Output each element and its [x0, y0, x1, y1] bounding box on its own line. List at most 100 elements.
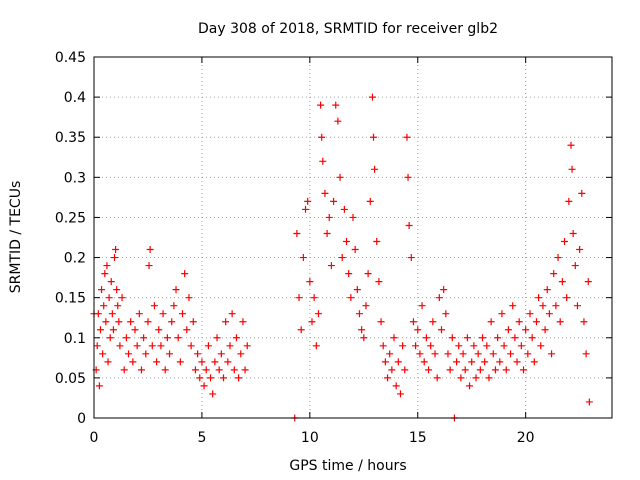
data-point: [422, 334, 430, 342]
data-point: [399, 342, 407, 350]
data-point: [401, 366, 409, 374]
x-axis-ticks: 0 5 10 15 20: [90, 57, 535, 446]
data-point: [468, 358, 476, 366]
data-point: [99, 350, 107, 358]
data-point: [507, 350, 515, 358]
data-point: [520, 366, 528, 374]
x-tick-label: 15: [409, 430, 427, 446]
data-point: [200, 382, 208, 390]
data-point: [576, 246, 584, 254]
data-point: [198, 358, 206, 366]
data-point: [202, 366, 210, 374]
data-point: [157, 342, 165, 350]
data-point: [327, 262, 335, 270]
data-point: [213, 334, 221, 342]
data-point: [318, 133, 326, 141]
data-point: [345, 270, 353, 278]
data-point: [386, 350, 394, 358]
data-point: [215, 366, 223, 374]
data-point: [370, 133, 378, 141]
data-point: [146, 246, 154, 254]
chart-title: Day 308 of 2018, SRMTID for receiver glb…: [198, 21, 498, 37]
data-point: [293, 229, 301, 237]
data-point: [433, 374, 441, 382]
data-point: [96, 326, 104, 334]
data-point: [112, 246, 120, 254]
data-point: [427, 342, 435, 350]
data-point: [241, 366, 249, 374]
data-point: [105, 294, 113, 302]
y-tick-label: 0.35: [55, 130, 86, 146]
data-point: [319, 157, 327, 165]
y-tick-label: 0.4: [64, 90, 86, 106]
x-tick-label: 0: [90, 430, 99, 446]
data-point: [111, 254, 119, 262]
data-point: [93, 342, 101, 350]
data-point: [459, 350, 467, 358]
plot-frame: [93, 56, 613, 419]
data-point: [100, 302, 108, 310]
data-point: [116, 342, 124, 350]
data-point: [522, 326, 530, 334]
data-point: [127, 318, 135, 326]
data-point: [102, 318, 110, 326]
data-point: [457, 374, 465, 382]
data-point: [204, 342, 212, 350]
data-point: [358, 326, 366, 334]
data-point: [580, 318, 588, 326]
data-point: [474, 350, 482, 358]
data-point: [364, 270, 372, 278]
data-point: [585, 398, 593, 406]
data-point: [498, 310, 506, 318]
data-point: [94, 310, 102, 318]
data-point: [159, 310, 167, 318]
data-point: [109, 326, 117, 334]
data-point: [228, 310, 236, 318]
data-point: [366, 197, 374, 205]
data-point: [98, 286, 106, 294]
data-point: [578, 189, 586, 197]
data-point: [573, 302, 581, 310]
data-point: [140, 334, 148, 342]
data-point: [104, 358, 112, 366]
data-points: [90, 93, 593, 422]
data-point: [554, 254, 562, 262]
data-point: [414, 326, 422, 334]
data-point: [526, 310, 534, 318]
data-point: [463, 334, 471, 342]
data-point: [299, 254, 307, 262]
data-point: [561, 238, 569, 246]
x-tick-label: 20: [517, 430, 535, 446]
data-point: [362, 302, 370, 310]
data-point: [569, 229, 577, 237]
data-point: [191, 366, 199, 374]
data-point: [237, 350, 245, 358]
data-point: [394, 358, 402, 366]
data-point: [304, 197, 312, 205]
data-point: [196, 374, 204, 382]
data-point: [429, 318, 437, 326]
data-point: [142, 350, 150, 358]
data-point: [368, 93, 376, 101]
x-axis-label: GPS time / hours: [289, 458, 406, 474]
data-point: [539, 302, 547, 310]
data-point: [137, 366, 145, 374]
data-point: [172, 286, 180, 294]
data-point: [453, 358, 461, 366]
data-point: [416, 350, 424, 358]
data-point: [461, 366, 469, 374]
data-point: [530, 358, 538, 366]
data-point: [314, 310, 322, 318]
data-point: [535, 294, 543, 302]
data-point: [148, 342, 156, 350]
data-point: [163, 334, 171, 342]
data-point: [224, 358, 232, 366]
data-point: [360, 334, 368, 342]
data-point: [491, 366, 499, 374]
data-point: [226, 342, 234, 350]
data-point: [125, 350, 133, 358]
data-point: [325, 213, 333, 221]
data-point: [513, 358, 521, 366]
data-point: [412, 342, 420, 350]
